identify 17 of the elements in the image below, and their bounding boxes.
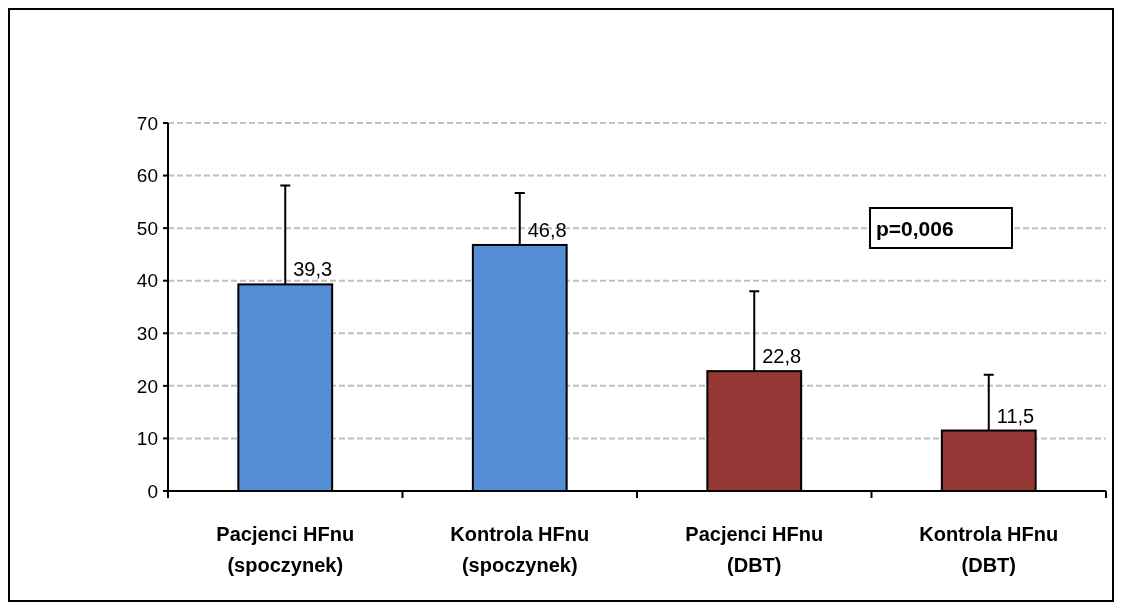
data-label: 39,3: [293, 258, 333, 281]
y-tick-label: 20: [136, 375, 158, 397]
x-tick-label: Kontrola HFnu (spoczynek): [450, 523, 590, 576]
y-tick-label: 10: [136, 428, 158, 450]
annotation: p=0,006: [876, 217, 954, 240]
y-tick-label: 40: [136, 270, 158, 292]
y-tick-label: 60: [136, 165, 158, 187]
y-tick-label: 70: [136, 112, 158, 134]
x-tick-label: Kontrola HFnu (DBT): [919, 523, 1059, 576]
x-tick-label: Pacjenci HFnu (DBT): [685, 523, 824, 576]
y-tick-label: 0: [147, 480, 158, 502]
data-label: 22,8: [762, 345, 802, 368]
data-label: 11,5: [996, 404, 1035, 427]
data-label: 46,8: [527, 218, 567, 241]
x-tick-label: Pacjenci HFnu (spoczynek): [216, 523, 355, 576]
y-tick-label: 30: [136, 322, 158, 344]
y-tick-label: 50: [136, 217, 158, 239]
